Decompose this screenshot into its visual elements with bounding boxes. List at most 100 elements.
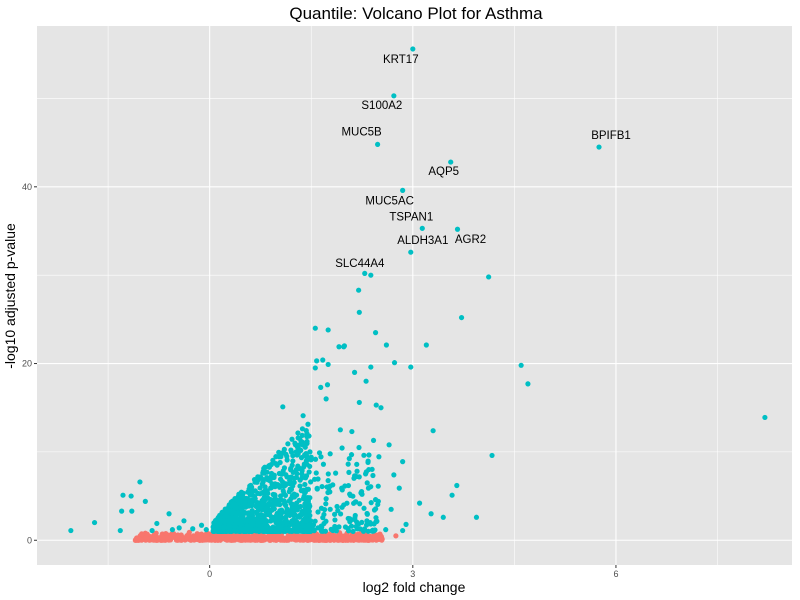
point-significant xyxy=(361,526,368,532)
point-not-significant xyxy=(167,535,174,541)
point-significant xyxy=(368,364,374,370)
point-significant xyxy=(314,485,320,491)
point-significant xyxy=(239,510,246,516)
point-significant xyxy=(266,510,273,516)
plot-panel xyxy=(37,26,792,565)
point-significant xyxy=(371,507,378,513)
point-significant xyxy=(328,526,334,532)
gene-label: MUC5AC xyxy=(365,195,414,207)
point-significant xyxy=(346,456,352,462)
point-significant xyxy=(272,482,278,488)
point-significant xyxy=(277,476,284,482)
point-not-significant xyxy=(374,536,380,542)
point-significant xyxy=(293,474,300,481)
point-not-significant xyxy=(155,535,161,541)
point-significant xyxy=(232,515,238,521)
point-significant xyxy=(302,475,309,481)
point-significant xyxy=(255,520,261,526)
point-significant xyxy=(386,442,392,448)
point-not-significant xyxy=(362,536,368,542)
point-not-significant xyxy=(329,533,335,539)
chart-title: Quantile: Volcano Plot for Asthma xyxy=(289,4,543,23)
point-not-significant xyxy=(184,534,190,540)
point-significant xyxy=(262,488,268,494)
point-significant xyxy=(349,428,355,435)
point-significant xyxy=(227,526,233,532)
point-not-significant xyxy=(192,535,199,542)
point-labeled xyxy=(596,144,602,150)
point-not-significant xyxy=(163,530,169,537)
point-significant xyxy=(251,476,258,483)
point-significant xyxy=(232,521,238,528)
point-significant xyxy=(300,413,306,419)
point-significant xyxy=(330,482,336,488)
gene-label: AQP5 xyxy=(428,166,459,178)
point-significant xyxy=(323,396,329,402)
point-labeled xyxy=(368,272,374,278)
point-significant xyxy=(149,527,155,534)
point-significant xyxy=(166,511,172,517)
point-significant xyxy=(288,465,294,472)
point-significant xyxy=(363,378,369,384)
point-significant xyxy=(270,457,276,463)
point-significant xyxy=(266,500,272,507)
point-significant xyxy=(243,495,249,502)
point-significant xyxy=(337,511,344,517)
point-significant xyxy=(283,520,290,526)
point-significant xyxy=(280,488,286,494)
point-significant xyxy=(257,474,263,480)
point-significant xyxy=(297,477,303,483)
point-significant xyxy=(344,500,350,506)
point-significant xyxy=(257,485,263,491)
point-significant xyxy=(368,521,374,527)
point-significant xyxy=(299,432,305,439)
point-significant xyxy=(313,470,319,476)
point-significant xyxy=(302,489,308,495)
point-significant xyxy=(375,498,381,504)
point-significant xyxy=(525,381,531,387)
point-significant xyxy=(302,501,308,507)
point-significant xyxy=(239,497,245,503)
point-significant xyxy=(486,274,492,280)
point-significant xyxy=(119,508,125,514)
point-significant xyxy=(285,441,291,447)
point-significant xyxy=(366,452,372,458)
point-significant xyxy=(220,528,226,535)
point-significant xyxy=(223,513,230,519)
point-significant xyxy=(321,511,327,518)
x-tick-label: 6 xyxy=(613,569,618,579)
point-not-significant xyxy=(223,536,230,543)
point-significant xyxy=(305,421,311,427)
point-significant xyxy=(299,511,305,518)
point-significant xyxy=(325,361,331,368)
point-significant xyxy=(375,483,381,489)
point-significant xyxy=(262,464,268,470)
gene-label: MUC5B xyxy=(341,126,382,138)
point-significant xyxy=(289,436,295,442)
point-significant xyxy=(260,528,266,534)
point-significant xyxy=(283,502,289,509)
point-significant xyxy=(198,522,205,528)
point-significant xyxy=(291,528,297,534)
point-significant xyxy=(297,446,303,453)
point-significant xyxy=(253,503,259,510)
point-significant xyxy=(327,506,333,512)
point-significant xyxy=(302,481,308,488)
gene-label: ALDH3A1 xyxy=(397,235,448,247)
point-significant xyxy=(361,505,367,511)
point-not-significant xyxy=(144,531,150,537)
point-significant xyxy=(325,478,331,484)
point-significant xyxy=(299,426,306,432)
point-significant xyxy=(268,526,274,532)
point-significant xyxy=(246,486,252,492)
point-significant xyxy=(236,491,242,497)
point-significant xyxy=(364,518,370,524)
point-significant xyxy=(297,483,303,489)
point-significant xyxy=(354,468,360,474)
point-significant xyxy=(332,511,338,517)
point-not-significant xyxy=(319,537,325,543)
point-significant xyxy=(336,344,342,350)
point-significant xyxy=(325,471,331,477)
point-significant xyxy=(339,445,345,451)
